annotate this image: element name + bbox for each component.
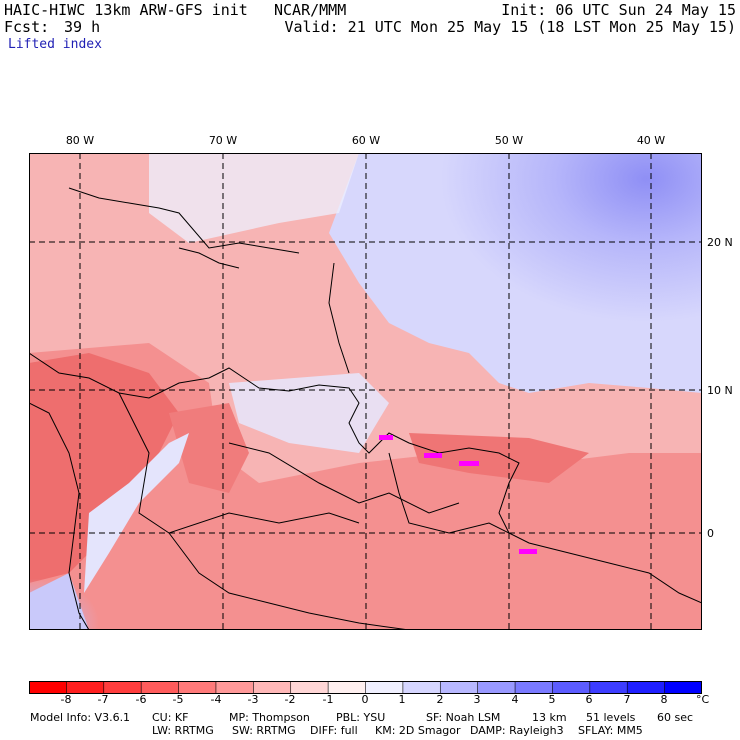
colorbar-swatch [627,681,666,694]
lon-label: 70 W [208,134,238,147]
lifted-index-map [29,153,702,630]
unstable-core-central [169,403,249,493]
colorbar-tick-label: 2 [436,693,444,706]
station-markers [379,435,537,554]
stable-core [329,153,702,413]
unstable-core-guiana [409,433,589,483]
sflay-scheme: SFLAY: MM5 [578,724,643,737]
lon-label: 60 W [351,134,381,147]
timestep: 60 sec [657,711,694,724]
field-name: Lifted index [8,37,102,52]
colorbar-swatch [552,681,591,694]
levels: 51 levels [586,711,636,724]
diff-scheme: DIFF: full [310,724,358,737]
colorbar [29,681,702,694]
colorbar-tick-label: -5 [172,693,184,706]
colorbar-swatch [328,681,366,694]
colorbar-tick-label: -7 [97,693,109,706]
lat-label: 10 N [707,384,733,397]
andes-stable-strip [84,433,189,593]
colorbar-tick-label: -6 [135,693,147,706]
sf-scheme: SF: Noah LSM [426,711,501,724]
colorbar-tick-label: 7 [623,693,631,706]
fcst-label: Fcst: [4,18,50,36]
colorbar-tick-label: -1 [322,693,334,706]
pbl-scheme: PBL: YSU [336,711,386,724]
fcst-value: 39 h [64,18,101,36]
colorbar-swatch [365,681,404,694]
colorbar-tick-label: 0 [361,693,369,706]
colorbar-swatch [215,681,254,694]
cu-scheme: CU: KF [152,711,189,724]
lat-label: 20 N [707,236,733,249]
colorbar-swatch [253,681,292,694]
lon-label: 50 W [494,134,524,147]
lw-scheme: LW: RRTMG [152,724,214,737]
org-name: NCAR/MMM [274,1,347,19]
km-scheme: KM: 2D Smagor [375,724,461,737]
valid-time: Valid: 21 UTC Mon 25 May 15 (18 LST Mon … [284,18,736,36]
venezuela-light-region [229,373,389,453]
model-info: Model Info: V3.6.1 [30,711,131,724]
colorbar-tick-label: 4 [511,693,519,706]
colorbar-swatch [178,681,217,694]
colorbar-swatch [440,681,479,694]
sw-scheme: SW: RRTMG [232,724,296,737]
colorbar-frame [29,681,702,694]
colorbar-swatch [141,681,180,694]
colorbar-tick-label: -4 [210,693,222,706]
map-frame [29,153,702,630]
colorbar-swatch [477,681,516,694]
colorbar-tick-label: 5 [548,693,556,706]
colorbar-swatch [515,681,553,694]
colorbar-swatch [664,681,702,694]
colorbar-unit: °C [696,693,710,706]
colorbar-swatch [589,681,628,694]
colorbar-tick-label: -3 [247,693,259,706]
colorbar-swatch [290,681,329,694]
lat-lon-grid [29,153,702,630]
model-title: HAIC-HIWC 13km ARW-GFS init [4,1,248,19]
pacific-stable [29,573,89,630]
caribbean-light-band [149,153,359,243]
colorbar-tick-label: -2 [284,693,296,706]
colorbar-swatch [103,681,142,694]
colorbar-tick-label: -8 [60,693,72,706]
init-time: Init: 06 UTC Sun 24 May 15 [501,1,736,19]
lon-label: 80 W [65,134,95,147]
damp-scheme: DAMP: Rayleigh3 [470,724,564,737]
colorbar-swatch [66,681,105,694]
colorbar-swatch [29,681,67,694]
colorbar-tick-label: 6 [585,693,593,706]
colorbar-tick-label: 3 [473,693,481,706]
colorbar-swatch [402,681,441,694]
lon-label: 40 W [636,134,666,147]
coastlines [29,187,702,630]
mp-scheme: MP: Thompson [229,711,310,724]
resolution: 13 km [532,711,567,724]
lat-label: 0 [707,527,714,540]
colorbar-tick-label: 8 [660,693,668,706]
colorbar-tick-label: 1 [398,693,406,706]
